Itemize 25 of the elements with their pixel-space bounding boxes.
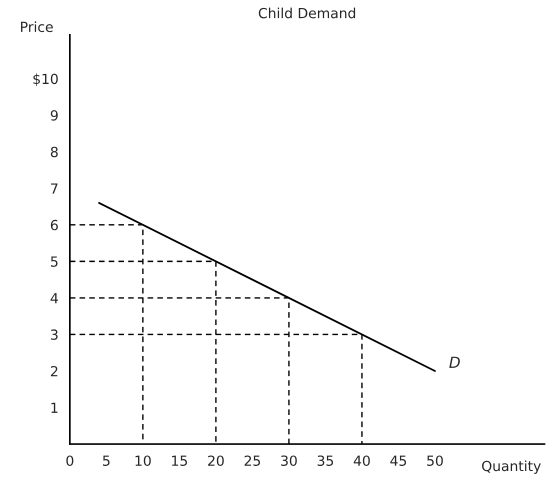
x-tick-label: 0 bbox=[66, 455, 74, 466]
chart-title: Child Demand bbox=[258, 8, 356, 18]
x-tick-label: 50 bbox=[427, 455, 443, 466]
x-tick-label: 15 bbox=[172, 456, 188, 466]
y-tick-label: 4 bbox=[50, 293, 58, 304]
y-tick-label: 8 bbox=[50, 146, 58, 158]
y-tick-label: $10 bbox=[33, 73, 58, 86]
y-axis-title: Price bbox=[21, 21, 53, 32]
y-tick-label: 2 bbox=[50, 366, 58, 376]
x-axis-title: Quantity bbox=[482, 460, 541, 474]
y-tick-label: 5 bbox=[50, 256, 58, 267]
y-tick-label: 3 bbox=[50, 329, 58, 340]
x-tick-label: 45 bbox=[390, 456, 406, 466]
x-tick-label: 35 bbox=[318, 455, 334, 466]
x-tick-label: 40 bbox=[354, 455, 370, 466]
x-tick-label: 10 bbox=[136, 455, 151, 466]
x-tick-label: 5 bbox=[103, 456, 110, 466]
y-tick-label: 7 bbox=[51, 183, 58, 194]
y-tick-label: 1 bbox=[51, 402, 58, 413]
x-tick-label: 25 bbox=[244, 455, 260, 466]
x-tick-label: 20 bbox=[208, 455, 224, 466]
y-tick-label: 9 bbox=[50, 110, 58, 121]
y-tick-label: 6 bbox=[50, 220, 58, 230]
x-tick-label: 30 bbox=[281, 455, 297, 466]
annotation: D bbox=[449, 356, 460, 368]
